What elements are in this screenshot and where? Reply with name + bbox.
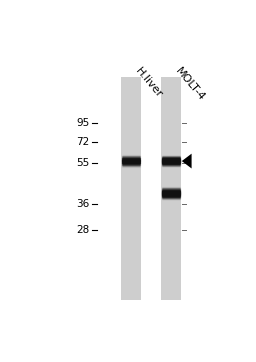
Text: 55: 55 (76, 158, 90, 168)
Text: H.liver: H.liver (133, 66, 164, 100)
Text: 72: 72 (76, 138, 90, 147)
Text: 95: 95 (76, 118, 90, 128)
Text: 36: 36 (76, 199, 90, 209)
Text: MOLT-4: MOLT-4 (173, 66, 206, 103)
Bar (121, 77, 141, 300)
Polygon shape (182, 153, 191, 168)
Text: 28: 28 (76, 225, 90, 235)
Bar (161, 77, 181, 300)
